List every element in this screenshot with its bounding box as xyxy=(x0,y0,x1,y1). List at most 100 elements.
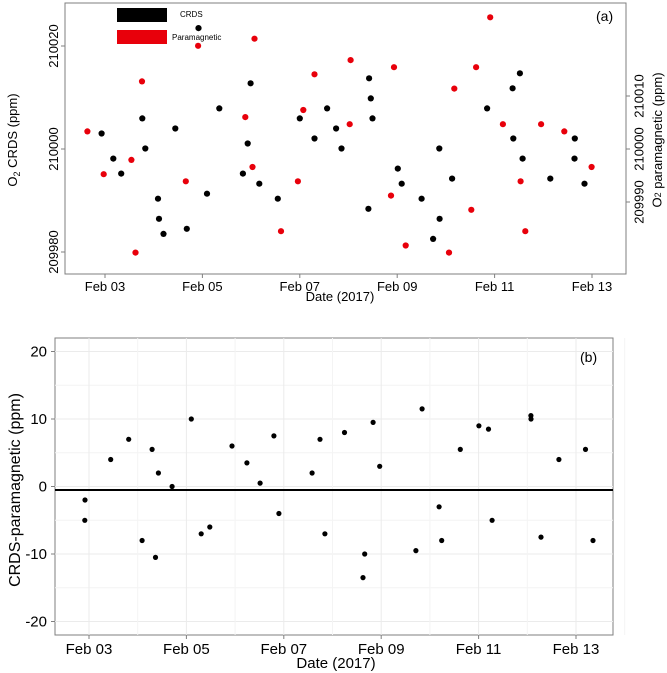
crds-point xyxy=(296,115,303,122)
crds-point xyxy=(571,135,578,142)
difference-point xyxy=(489,517,495,523)
difference-point xyxy=(276,510,282,517)
x-tick-label-a: Feb 11 xyxy=(475,279,515,294)
y-tick-label-b: -20 xyxy=(25,614,47,631)
panel-a-left-y-axis: 209980 210000 210020 O2 CRDS (ppm) xyxy=(5,24,65,274)
crds-point xyxy=(338,145,345,152)
panel-a-x-axis: Feb 03 Feb 05 Feb 07 Feb 09 Feb 11 Feb 13 xyxy=(85,274,612,294)
y-axis-label-right: O2 paramagnetic (ppm) xyxy=(650,72,665,207)
crds-point xyxy=(160,230,167,237)
difference-point xyxy=(413,548,419,554)
paramagnetic-point xyxy=(138,78,146,85)
difference-point xyxy=(362,551,368,557)
legend-swatch-paramagnetic xyxy=(117,30,167,44)
paramagnetic-point xyxy=(402,242,409,249)
crds-point xyxy=(571,155,578,162)
paramagnetic-point xyxy=(347,57,354,64)
crds-point xyxy=(244,140,251,147)
crds-point xyxy=(510,135,517,142)
crds-point xyxy=(436,145,443,152)
difference-point xyxy=(271,433,277,439)
y-tick-label-right-210000: 210000 xyxy=(632,127,647,170)
difference-point xyxy=(207,524,213,530)
difference-point xyxy=(198,531,204,537)
paramagnetic-point xyxy=(499,121,506,128)
crds-point xyxy=(509,85,516,92)
difference-point xyxy=(126,436,132,442)
panel-b-grid xyxy=(55,338,626,635)
crds-point xyxy=(333,125,340,132)
crds-point xyxy=(484,105,491,112)
difference-point xyxy=(341,429,348,436)
paramagnetic-point xyxy=(251,35,258,42)
paramagnetic-point xyxy=(294,178,301,185)
panel-a-legend: CRDS Paramagnetic xyxy=(117,8,221,44)
x-tick-label-a: Feb 13 xyxy=(572,279,612,294)
paramagnetic-point xyxy=(538,121,545,128)
crds-point xyxy=(398,180,405,187)
difference-point xyxy=(244,460,250,466)
crds-point xyxy=(274,195,281,202)
difference-point xyxy=(582,446,589,452)
paramagnetic-point xyxy=(311,71,318,78)
crds-point xyxy=(519,155,526,162)
paramagnetic-point xyxy=(561,128,568,135)
crds-point xyxy=(367,95,374,102)
crds-point xyxy=(311,135,318,142)
panel-a-crds-points xyxy=(98,25,588,242)
paramagnetic-point xyxy=(300,106,307,114)
difference-point xyxy=(188,416,194,422)
y-tick-label-b: -10 xyxy=(25,546,47,563)
difference-point xyxy=(229,443,235,449)
paramagnetic-point xyxy=(100,171,107,178)
crds-point xyxy=(516,70,524,77)
y-tick-label-b: 10 xyxy=(30,411,47,428)
paramagnetic-point xyxy=(84,128,91,135)
difference-point xyxy=(436,504,442,510)
difference-point xyxy=(152,554,159,561)
difference-point xyxy=(257,480,263,486)
x-tick-label-b: Feb 07 xyxy=(260,641,307,658)
panel-a-label: (a) xyxy=(596,8,613,24)
paramagnetic-point xyxy=(451,85,458,92)
x-tick-label-b: Feb 13 xyxy=(553,641,600,658)
paramagnetic-point xyxy=(195,42,202,49)
difference-point xyxy=(485,426,492,432)
y-tick-label-b: 20 xyxy=(30,344,47,361)
paramagnetic-point xyxy=(277,228,285,235)
panel-b-x-axis-title: Date (2017) xyxy=(296,655,375,672)
crds-point xyxy=(239,170,246,177)
y-tick-label-b: 0 xyxy=(39,479,47,496)
panel-b-points xyxy=(82,406,596,581)
y-tick-label-right-210010: 210010 xyxy=(632,74,647,117)
difference-point xyxy=(528,416,534,422)
crds-point xyxy=(154,195,162,202)
paramagnetic-point xyxy=(387,192,395,199)
crds-point xyxy=(139,115,146,122)
legend-swatch-crds xyxy=(117,8,167,22)
legend-label-paramagnetic: Paramagnetic xyxy=(172,33,221,42)
difference-point xyxy=(457,446,463,452)
crds-point xyxy=(203,190,211,197)
difference-point xyxy=(360,575,366,581)
crds-point xyxy=(449,175,456,182)
difference-point xyxy=(419,406,425,412)
crds-point xyxy=(430,235,437,242)
panel-a: (a) CRDS Paramagnetic 209980 210000 2100… xyxy=(5,2,665,304)
panel-a-x-axis-title: Date (2017) xyxy=(306,289,375,304)
crds-point xyxy=(365,205,372,212)
crds-point xyxy=(394,165,401,172)
difference-point xyxy=(439,537,445,544)
difference-point xyxy=(556,456,562,463)
paramagnetic-point xyxy=(128,156,135,163)
panel-a-right-y-axis: 209990 210000 210010 O2 paramagnetic (pp… xyxy=(626,72,665,224)
paramagnetic-point xyxy=(242,114,249,121)
paramagnetic-point xyxy=(517,178,524,185)
crds-point xyxy=(324,105,331,112)
paramagnetic-point xyxy=(468,206,475,213)
panel-b-y-axis: -20 -10 0 10 20 xyxy=(25,344,55,631)
difference-point xyxy=(82,497,88,503)
x-tick-label-a: Feb 09 xyxy=(377,279,417,294)
y-tick-label-left-210020: 210020 xyxy=(46,24,61,67)
x-tick-label-b: Feb 09 xyxy=(358,641,405,658)
